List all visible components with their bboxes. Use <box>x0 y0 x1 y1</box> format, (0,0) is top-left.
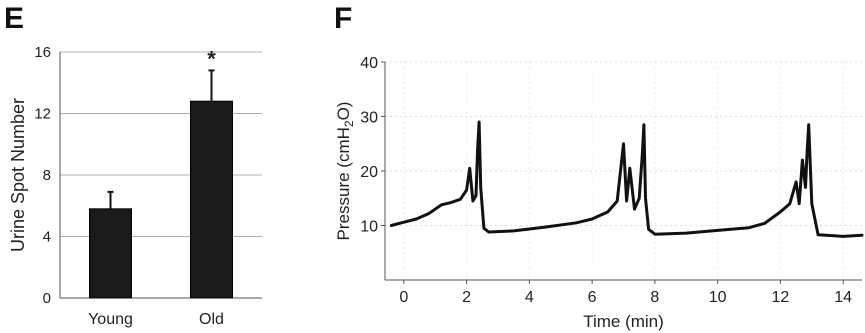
y-tick-label-3: 40 <box>360 55 378 72</box>
y-axis-label-subscript: 2 <box>342 120 356 127</box>
y-tick-label-3: 12 <box>34 106 51 123</box>
y-axis-label: Pressure (cmH2O) <box>334 102 356 241</box>
bar-old <box>190 100 233 299</box>
y-tick-label-1: 4 <box>43 229 51 246</box>
y-tick-label-1: 20 <box>360 164 378 181</box>
x-axis-label: Time (min) <box>583 312 664 331</box>
x-tick-label-5: 10 <box>709 289 727 306</box>
x-tick-label-3: 6 <box>588 289 597 306</box>
y-tick-label-0: 0 <box>43 290 51 307</box>
y-tick-label-2: 30 <box>360 110 378 127</box>
x-tick-label-1: 2 <box>462 289 471 306</box>
panel-letter-f: F <box>334 2 353 35</box>
x-tick-label-young: Young <box>88 311 133 328</box>
x-tick-label-0: 0 <box>399 289 408 306</box>
x-tick-label-4: 8 <box>650 289 659 306</box>
y-tick-label-2: 8 <box>43 167 51 184</box>
y-tick-label-4: 16 <box>34 44 51 61</box>
x-tick-label-old: Old <box>199 311 224 328</box>
y-axis-label-prefix: Pressure (cmH <box>334 127 353 240</box>
bar-young <box>89 208 132 299</box>
x-tick-label-6: 12 <box>772 289 790 306</box>
panel-letter-e: E <box>4 2 25 35</box>
y-tick-label-0: 10 <box>360 219 378 236</box>
y-axis-label: Urine Spot Number <box>8 98 28 252</box>
x-tick-label-2: 4 <box>525 289 534 306</box>
pressure-trace-0 <box>389 120 864 238</box>
x-tick-label-7: 14 <box>834 289 852 306</box>
significance-marker-old: * <box>207 46 216 71</box>
y-axis-label-suffix: O) <box>334 102 353 121</box>
